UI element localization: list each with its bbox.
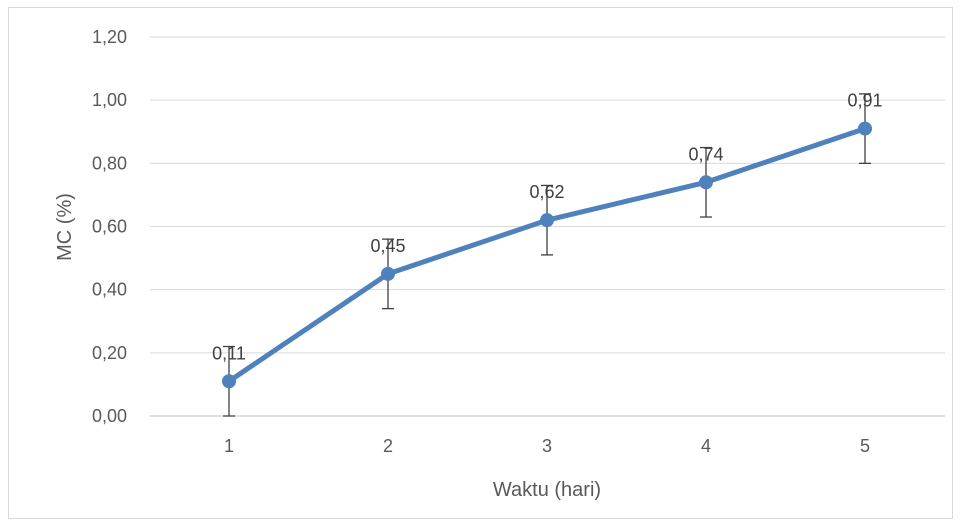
x-axis-ticks: 1 2 3 4 5 (224, 436, 870, 456)
y-tick-label: 0,40 (92, 280, 127, 300)
data-label: 0,45 (370, 236, 405, 256)
x-tick-label: 2 (383, 436, 393, 456)
y-tick-label: 1,00 (92, 90, 127, 110)
x-tick-label: 1 (224, 436, 234, 456)
data-point (699, 175, 713, 190)
data-label: 0,74 (688, 144, 723, 164)
y-axis-ticks: 0,00 0,20 0,40 0,60 0,80 1,00 1,20 (92, 27, 127, 426)
y-tick-label: 0,80 (92, 153, 127, 173)
x-tick-label: 3 (542, 436, 552, 456)
error-bars (223, 93, 871, 417)
data-label: 0,91 (847, 91, 882, 111)
data-point (540, 213, 554, 228)
x-tick-label: 5 (860, 436, 870, 456)
data-label: 0,11 (212, 343, 246, 363)
data-labels: 0,11 0,45 0,62 0,74 0,91 (212, 91, 882, 364)
data-points (222, 121, 872, 389)
y-tick-label: 0,00 (92, 406, 127, 426)
data-point (381, 266, 395, 281)
data-label: 0,62 (529, 182, 564, 202)
x-tick-label: 4 (701, 436, 711, 456)
y-tick-label: 0,60 (92, 217, 127, 237)
data-point (858, 121, 872, 136)
y-axis-title: MC (%) (54, 193, 76, 261)
data-point (222, 374, 236, 389)
x-axis-title: Waktu (hari) (493, 479, 601, 501)
y-tick-label: 1,20 (92, 27, 127, 47)
chart-frame (8, 7, 953, 519)
gridlines (150, 36, 945, 417)
y-tick-label: 0,20 (92, 343, 127, 363)
